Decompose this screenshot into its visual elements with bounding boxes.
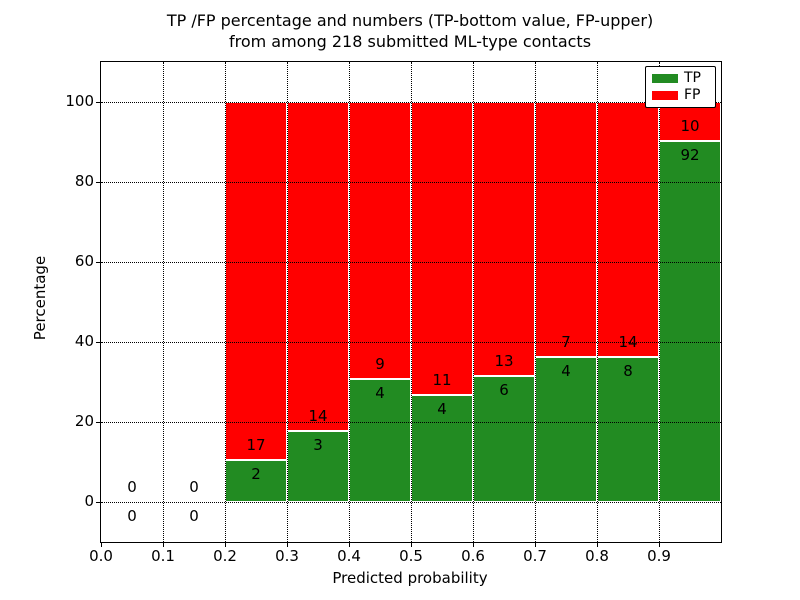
bar-value-tp: 4	[437, 400, 447, 419]
y-axis-tick	[96, 342, 100, 343]
bar-value-tp: 0	[127, 507, 137, 525]
bar-value-tp: 4	[561, 361, 571, 380]
legend-entry-fp: FP	[652, 88, 709, 103]
y-tick-label: 20	[74, 412, 94, 430]
bar-value-tp: 4	[375, 383, 385, 402]
gridline-vertical	[225, 62, 226, 542]
plot-area: 0 0 0 0 17 2 14 3 9 4 11 4 13 6 7 4 14 8 10 92 0.0 0.1 0.2 0.3 0…	[65, 61, 722, 565]
gridline-vertical	[473, 62, 474, 542]
gridline-vertical	[349, 62, 350, 542]
y-tick-label: 80	[74, 172, 94, 190]
y-tick-label: 0	[84, 492, 94, 510]
x-axis-tick	[163, 543, 164, 547]
bar-value-fp: 0	[189, 478, 199, 496]
x-axis-tick	[597, 543, 598, 547]
bar-value-fp: 17	[246, 435, 266, 454]
gridline-vertical	[287, 62, 288, 542]
bar-segment-fp	[225, 102, 287, 460]
x-tick-label: 0.9	[647, 547, 671, 565]
x-tick-label: 0.3	[275, 547, 299, 565]
x-axis-tick	[101, 543, 102, 547]
y-axis-tick	[96, 102, 100, 103]
x-axis-tick	[287, 543, 288, 547]
y-tick-label: 100	[65, 92, 94, 110]
y-axis-tick	[96, 262, 100, 263]
bar-value-tp: 0	[189, 507, 199, 525]
y-axis-label: Percentage	[31, 255, 49, 341]
x-tick-label: 0.7	[523, 547, 547, 565]
gridline-vertical	[411, 62, 412, 542]
bar-segment-tp	[411, 395, 473, 502]
bar-segment-fp	[597, 102, 659, 357]
x-tick-label: 0.8	[585, 547, 609, 565]
y-axis-tick	[96, 422, 100, 423]
legend-label-tp: TP	[684, 70, 701, 86]
bar-segment-fp	[411, 102, 473, 396]
bar-segment-fp	[349, 102, 411, 379]
bar-value-fp: 9	[375, 354, 385, 373]
chart-title-line-2: from among 218 submitted ML-type contact…	[228, 32, 592, 51]
chart-title-line-1: TP /FP percentage and numbers (TP-bottom…	[166, 11, 654, 30]
x-axis-label: Predicted probability	[332, 569, 488, 587]
x-tick-label: 0.4	[337, 547, 361, 565]
bar-value-tp: 2	[251, 464, 261, 483]
x-tick-label: 0.1	[151, 547, 175, 565]
bar-value-tp: 92	[680, 146, 700, 165]
bar-value-tp: 3	[313, 436, 323, 455]
bar-value-fp: 7	[561, 332, 571, 351]
gridline-vertical	[535, 62, 536, 542]
fp-swatch-icon	[652, 91, 678, 100]
gridline-vertical	[597, 62, 598, 542]
x-axis-tick	[535, 543, 536, 547]
bar-value-fp: 0	[127, 478, 137, 496]
legend: TP FP	[645, 66, 716, 108]
x-axis-tick	[225, 543, 226, 547]
bar-segment-tp	[535, 356, 597, 502]
bar-value-fp: 13	[494, 351, 514, 370]
y-tick-label: 40	[74, 332, 94, 350]
legend-entry-tp: TP	[652, 71, 709, 86]
x-tick-label: 0.6	[461, 547, 485, 565]
x-axis-tick	[473, 543, 474, 547]
bar-segment-tp	[287, 431, 349, 502]
bar-segment-fp	[535, 102, 597, 357]
bar-value-tp: 8	[623, 361, 633, 380]
bar-value-fp: 14	[308, 407, 328, 426]
x-tick-label: 0.0	[89, 547, 113, 565]
gridline-vertical	[163, 62, 164, 542]
bar-segment-fp	[287, 102, 349, 432]
x-axis-tick	[349, 543, 350, 547]
bar-value-fp: 11	[432, 371, 452, 390]
bar-segment-tp	[225, 459, 287, 502]
gridline-vertical	[659, 62, 660, 542]
bar-value-tp: 6	[499, 380, 509, 399]
x-axis-tick	[659, 543, 660, 547]
bar-value-fp: 10	[680, 117, 700, 136]
y-axis-tick	[96, 182, 100, 183]
x-tick-label: 0.2	[213, 547, 237, 565]
y-axis-tick	[96, 502, 100, 503]
bar-segment-tp	[659, 141, 721, 502]
bar-value-fp: 14	[618, 332, 638, 351]
y-tick-label: 60	[74, 252, 94, 270]
x-tick-label: 0.5	[399, 547, 423, 565]
x-axis-tick	[411, 543, 412, 547]
bar-segment-fp	[473, 102, 535, 376]
tp-swatch-icon	[652, 74, 678, 83]
legend-label-fp: FP	[684, 87, 701, 103]
